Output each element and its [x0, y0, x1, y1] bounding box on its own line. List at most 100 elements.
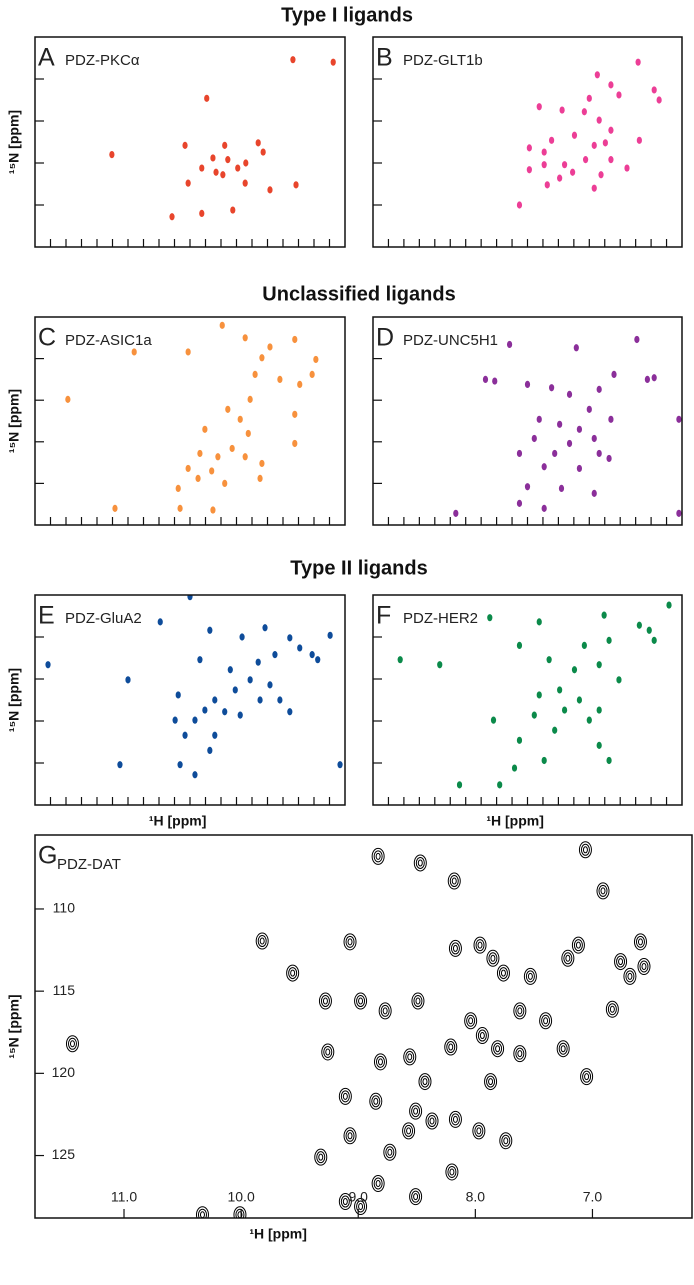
- peak: [582, 156, 589, 164]
- contour-ring: [415, 997, 421, 1005]
- contour-ring: [600, 887, 606, 895]
- contour-ring: [578, 841, 592, 859]
- contour-ring: [447, 1165, 457, 1178]
- contour-ring: [580, 843, 590, 856]
- peak: [65, 395, 71, 403]
- peak: [601, 611, 607, 619]
- section-heading: Unclassified ligands: [262, 283, 455, 305]
- contour-ring: [513, 1002, 527, 1020]
- peak: [523, 967, 537, 985]
- panel-letter: F: [376, 602, 391, 630]
- peak: [257, 474, 263, 483]
- contour-ring: [475, 1027, 489, 1045]
- section-heading: Type I ligands: [281, 4, 413, 26]
- contour-ring: [513, 1045, 527, 1063]
- peak: [596, 661, 602, 669]
- contour-ring: [418, 1073, 432, 1091]
- plot-area: [65, 321, 319, 514]
- y-axis-title: ¹⁵N [ppm]: [6, 110, 22, 174]
- peak: [541, 756, 547, 765]
- peak: [243, 159, 249, 167]
- contour-ring: [637, 938, 643, 946]
- peak: [591, 489, 597, 497]
- peak: [338, 1087, 352, 1105]
- peak: [371, 1174, 385, 1192]
- peak: [192, 716, 198, 724]
- peak: [117, 761, 123, 769]
- peak: [516, 201, 523, 209]
- peak: [418, 1073, 432, 1091]
- peak: [315, 656, 321, 664]
- peak: [272, 651, 278, 659]
- peak: [492, 377, 498, 385]
- peak: [112, 504, 118, 512]
- contour-ring: [340, 1195, 350, 1208]
- contour-ring: [451, 877, 457, 885]
- contour-ring: [635, 935, 645, 948]
- peak: [472, 1122, 486, 1140]
- peak: [475, 1027, 489, 1045]
- peak: [623, 967, 637, 985]
- peak: [486, 949, 500, 967]
- peak: [237, 415, 243, 423]
- contour-ring: [356, 995, 366, 1008]
- contour-ring: [257, 935, 267, 948]
- contour-ring: [450, 1113, 460, 1126]
- contour-ring: [493, 1042, 503, 1055]
- contour-ring: [411, 992, 425, 1010]
- peak: [513, 1045, 527, 1063]
- peak: [656, 96, 662, 104]
- peak: [516, 449, 523, 458]
- peak: [227, 666, 233, 674]
- peak: [232, 686, 238, 694]
- peak: [666, 601, 672, 609]
- contour-ring: [444, 1038, 458, 1056]
- contour-ring: [580, 1068, 594, 1086]
- peak: [229, 444, 235, 453]
- peak: [490, 716, 497, 724]
- contour-ring: [488, 1078, 494, 1086]
- panel-letter: G: [38, 842, 57, 870]
- x-tick-label: 8.0: [466, 1189, 486, 1205]
- section-heading: Type II ligands: [290, 557, 427, 579]
- peak: [260, 148, 266, 156]
- contour-ring: [354, 1197, 368, 1215]
- contour-ring: [466, 1014, 476, 1027]
- peak: [409, 1188, 423, 1206]
- contour-ring: [473, 936, 487, 954]
- peak: [267, 186, 273, 194]
- contour-ring: [409, 1102, 423, 1120]
- peak: [286, 964, 300, 982]
- contour-ring: [609, 1005, 615, 1013]
- contour-ring: [375, 1055, 385, 1068]
- contour-ring: [618, 958, 624, 966]
- contour-ring: [523, 967, 537, 985]
- contour-ring: [373, 1097, 379, 1105]
- peak: [571, 131, 578, 139]
- peak: [634, 335, 640, 344]
- peak: [239, 633, 245, 641]
- x-axis-title: ¹H [ppm]: [486, 813, 544, 829]
- peak: [292, 410, 298, 418]
- peak: [526, 166, 532, 174]
- peak: [549, 384, 555, 392]
- peak: [594, 71, 600, 79]
- contour-ring: [345, 935, 355, 948]
- contour-ring: [499, 1132, 513, 1150]
- peak: [262, 624, 268, 632]
- peak: [516, 736, 523, 744]
- contour-ring: [255, 932, 269, 950]
- peak: [237, 711, 243, 719]
- peak: [242, 453, 248, 461]
- peak: [327, 631, 333, 639]
- contour-ring: [420, 1075, 430, 1088]
- contour-ring: [373, 1053, 387, 1071]
- peak: [581, 108, 587, 116]
- peak: [175, 691, 181, 699]
- contour-ring: [472, 1122, 486, 1140]
- contour-ring: [347, 938, 353, 946]
- contour-ring: [402, 1122, 416, 1140]
- peak: [552, 449, 558, 458]
- contour-ring: [450, 942, 460, 955]
